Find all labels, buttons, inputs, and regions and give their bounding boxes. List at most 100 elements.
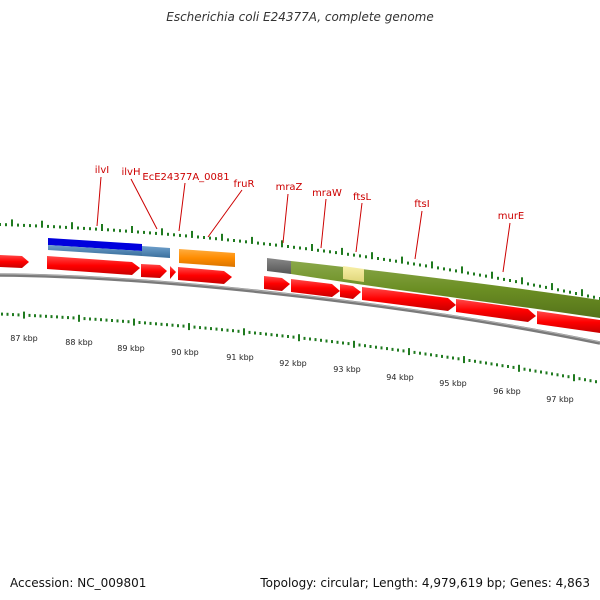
- minor-tick: [34, 314, 36, 318]
- scale-label: 90 kbp: [171, 348, 199, 357]
- minor-tick: [303, 336, 306, 340]
- gene-label-mraW[interactable]: mraW: [312, 188, 342, 199]
- minor-tick: [28, 313, 31, 317]
- minor-tick: [226, 328, 229, 332]
- minor-tick: [179, 233, 181, 237]
- minor-tick: [578, 377, 581, 381]
- minor-tick: [358, 343, 361, 347]
- minor-tick: [413, 262, 415, 266]
- minor-tick: [397, 348, 399, 352]
- feature-ilvH-steel[interactable]: [142, 246, 170, 258]
- minor-tick: [512, 365, 515, 369]
- minor-tick: [540, 370, 542, 374]
- minor-tick: [12, 313, 14, 317]
- minor-tick: [17, 223, 19, 227]
- minor-tick: [468, 359, 471, 362]
- minor-tick: [35, 224, 37, 228]
- minor-tick: [149, 321, 152, 325]
- feature-olive-block[interactable]: [291, 261, 600, 318]
- feature-mraZ-gray[interactable]: [267, 258, 291, 274]
- major-tick: [11, 219, 13, 227]
- feature-fruR-orange[interactable]: [179, 249, 235, 267]
- minor-tick: [314, 338, 317, 342]
- minor-tick: [365, 255, 367, 259]
- scale-label: 88 kbp: [65, 338, 93, 347]
- minor-tick: [259, 332, 262, 335]
- minor-tick: [215, 327, 218, 331]
- gene-label-EcE24377A_0081[interactable]: EcE24377A_0081: [142, 172, 229, 183]
- gene-label-fruR[interactable]: fruR: [234, 179, 255, 190]
- minor-tick: [23, 223, 25, 227]
- major-tick: [243, 328, 245, 336]
- minor-tick: [305, 247, 307, 251]
- minor-tick: [61, 315, 64, 319]
- gene-label-ftsI[interactable]: ftsI: [414, 199, 429, 210]
- minor-tick: [407, 261, 409, 265]
- minor-tick: [569, 290, 571, 294]
- feature-ilvI-steel[interactable]: [48, 245, 142, 256]
- minor-tick: [527, 282, 529, 286]
- minor-tick: [227, 238, 229, 242]
- feature-ftsL-yellow[interactable]: [343, 266, 364, 282]
- cds-arrow[interactable]: [362, 287, 456, 311]
- scale-label: 96 kbp: [493, 387, 521, 396]
- minor-tick: [143, 230, 145, 234]
- minor-tick: [437, 266, 439, 270]
- minor-tick: [329, 250, 331, 254]
- gene-label-ilvI[interactable]: ilvI: [95, 165, 109, 176]
- minor-tick: [533, 283, 535, 287]
- minor-tick: [485, 274, 487, 278]
- major-tick: [371, 252, 373, 260]
- minor-tick: [257, 241, 259, 245]
- cds-arrow[interactable]: [264, 276, 290, 291]
- major-tick: [131, 226, 133, 233]
- minor-tick: [485, 361, 487, 365]
- minor-tick: [443, 267, 445, 271]
- minor-tick: [320, 338, 322, 342]
- minor-tick: [419, 263, 421, 267]
- minor-tick: [474, 359, 476, 363]
- major-tick: [408, 348, 410, 356]
- cds-arrow[interactable]: [178, 267, 232, 284]
- minor-tick: [336, 340, 339, 344]
- minor-tick: [122, 319, 124, 323]
- cds-arrow[interactable]: [456, 299, 536, 322]
- cds-arrow[interactable]: [537, 311, 600, 333]
- minor-tick: [275, 243, 277, 247]
- minor-tick: [233, 239, 235, 242]
- cds-arrow[interactable]: [170, 266, 176, 279]
- minor-tick: [111, 319, 113, 322]
- cds-arrow[interactable]: [291, 279, 340, 297]
- minor-tick: [557, 288, 559, 292]
- cds-arrow[interactable]: [47, 256, 140, 275]
- scale-label: 91 kbp: [226, 353, 254, 362]
- minor-tick: [0, 223, 1, 226]
- minor-tick: [377, 257, 379, 260]
- gene-label-ilvH[interactable]: ilvH: [122, 167, 141, 178]
- minor-tick: [56, 315, 58, 319]
- minor-tick: [72, 316, 75, 320]
- feature-ilvI-gene[interactable]: [48, 238, 142, 251]
- minor-tick: [589, 379, 592, 383]
- minor-tick: [113, 228, 115, 232]
- minor-tick: [503, 277, 505, 281]
- minor-tick: [197, 235, 199, 239]
- scale-label: 93 kbp: [333, 365, 361, 374]
- minor-tick: [166, 323, 168, 327]
- minor-tick: [567, 375, 570, 379]
- gene-label-murE[interactable]: murE: [498, 211, 525, 222]
- minor-tick: [293, 245, 295, 249]
- minor-tick: [89, 317, 91, 321]
- cds-arrow[interactable]: [141, 264, 167, 278]
- cds-arrow[interactable]: [0, 255, 29, 268]
- minor-tick: [281, 334, 284, 338]
- minor-tick: [419, 351, 421, 355]
- minor-tick: [413, 350, 416, 354]
- minor-tick: [292, 335, 295, 339]
- scale-label: 89 kbp: [117, 344, 145, 353]
- gene-label-ftsL[interactable]: ftsL: [353, 192, 371, 203]
- minor-tick: [593, 295, 595, 299]
- cds-arrow[interactable]: [340, 284, 361, 299]
- major-tick: [461, 266, 463, 274]
- gene-label-mraZ[interactable]: mraZ: [276, 182, 303, 193]
